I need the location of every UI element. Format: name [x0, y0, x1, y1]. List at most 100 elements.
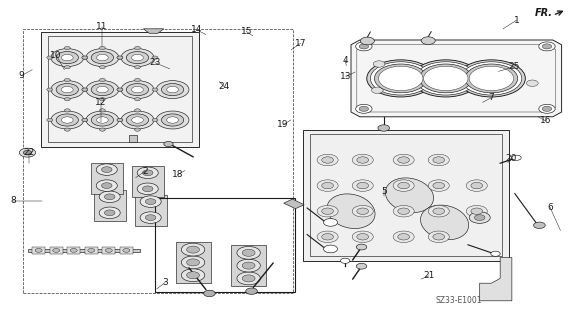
Text: 10: 10	[50, 51, 62, 60]
Circle shape	[356, 42, 372, 51]
Polygon shape	[67, 247, 80, 254]
Circle shape	[53, 248, 60, 252]
Circle shape	[102, 167, 112, 172]
Text: 13: 13	[340, 72, 352, 81]
Circle shape	[352, 205, 373, 217]
Circle shape	[161, 84, 184, 96]
Circle shape	[187, 259, 199, 266]
Circle shape	[97, 117, 108, 123]
Circle shape	[340, 258, 350, 263]
Circle shape	[471, 208, 483, 214]
Circle shape	[91, 114, 113, 126]
Circle shape	[539, 42, 555, 51]
Circle shape	[117, 118, 123, 122]
Circle shape	[135, 78, 140, 82]
Circle shape	[322, 157, 333, 163]
Circle shape	[474, 215, 485, 220]
Circle shape	[23, 150, 32, 155]
Text: 23: 23	[149, 58, 161, 67]
Circle shape	[96, 180, 118, 191]
Circle shape	[317, 231, 338, 243]
Circle shape	[152, 88, 158, 91]
Circle shape	[135, 66, 140, 69]
Circle shape	[64, 66, 70, 69]
Circle shape	[82, 56, 88, 59]
Circle shape	[105, 248, 112, 252]
Polygon shape	[41, 32, 199, 147]
Circle shape	[143, 186, 153, 192]
Circle shape	[82, 118, 88, 122]
Ellipse shape	[386, 178, 433, 212]
Circle shape	[352, 231, 373, 243]
Circle shape	[137, 167, 158, 179]
Circle shape	[398, 157, 409, 163]
Circle shape	[64, 109, 70, 112]
Circle shape	[471, 182, 483, 189]
Circle shape	[135, 109, 140, 112]
Circle shape	[466, 205, 487, 217]
Circle shape	[86, 111, 119, 129]
Polygon shape	[91, 163, 123, 194]
Polygon shape	[351, 40, 562, 117]
Circle shape	[187, 246, 199, 253]
Circle shape	[164, 141, 173, 147]
Text: 4: 4	[342, 56, 348, 65]
Ellipse shape	[327, 194, 375, 228]
Circle shape	[357, 182, 369, 189]
Text: 20: 20	[505, 154, 517, 163]
Polygon shape	[32, 247, 45, 254]
Polygon shape	[50, 247, 63, 254]
Polygon shape	[284, 199, 304, 209]
Circle shape	[82, 88, 88, 91]
Circle shape	[121, 81, 154, 99]
Circle shape	[204, 290, 215, 297]
Circle shape	[378, 66, 423, 91]
Text: FR.: FR.	[535, 8, 553, 18]
Text: 2: 2	[142, 167, 148, 176]
Circle shape	[542, 106, 552, 111]
Circle shape	[491, 251, 500, 256]
Polygon shape	[303, 130, 509, 261]
Text: 22: 22	[23, 148, 35, 157]
Circle shape	[117, 56, 123, 59]
Circle shape	[88, 248, 95, 252]
Circle shape	[433, 182, 445, 189]
Circle shape	[317, 205, 338, 217]
Circle shape	[156, 111, 189, 129]
Circle shape	[322, 182, 333, 189]
Circle shape	[398, 208, 409, 214]
Circle shape	[140, 196, 161, 207]
Circle shape	[428, 205, 449, 217]
Circle shape	[237, 246, 260, 259]
Ellipse shape	[421, 205, 469, 240]
Circle shape	[167, 86, 178, 93]
Circle shape	[360, 37, 374, 45]
Circle shape	[64, 98, 70, 101]
Circle shape	[461, 62, 522, 95]
Text: 21: 21	[423, 271, 435, 280]
Circle shape	[56, 114, 78, 126]
Circle shape	[47, 118, 53, 122]
Circle shape	[152, 118, 158, 122]
Circle shape	[421, 37, 435, 44]
Circle shape	[56, 52, 78, 64]
Polygon shape	[28, 249, 140, 252]
Circle shape	[140, 212, 161, 223]
Circle shape	[534, 222, 545, 228]
Circle shape	[356, 244, 367, 250]
Circle shape	[393, 154, 414, 166]
Circle shape	[367, 60, 435, 97]
Circle shape	[371, 87, 383, 93]
Polygon shape	[135, 195, 167, 226]
Circle shape	[433, 208, 445, 214]
Text: 11: 11	[96, 22, 108, 31]
Circle shape	[117, 118, 123, 122]
Circle shape	[526, 80, 538, 86]
Circle shape	[64, 78, 70, 82]
Circle shape	[82, 88, 88, 91]
Circle shape	[61, 86, 73, 93]
Circle shape	[132, 54, 143, 61]
Polygon shape	[102, 247, 115, 254]
Circle shape	[51, 81, 84, 99]
Circle shape	[135, 128, 140, 131]
